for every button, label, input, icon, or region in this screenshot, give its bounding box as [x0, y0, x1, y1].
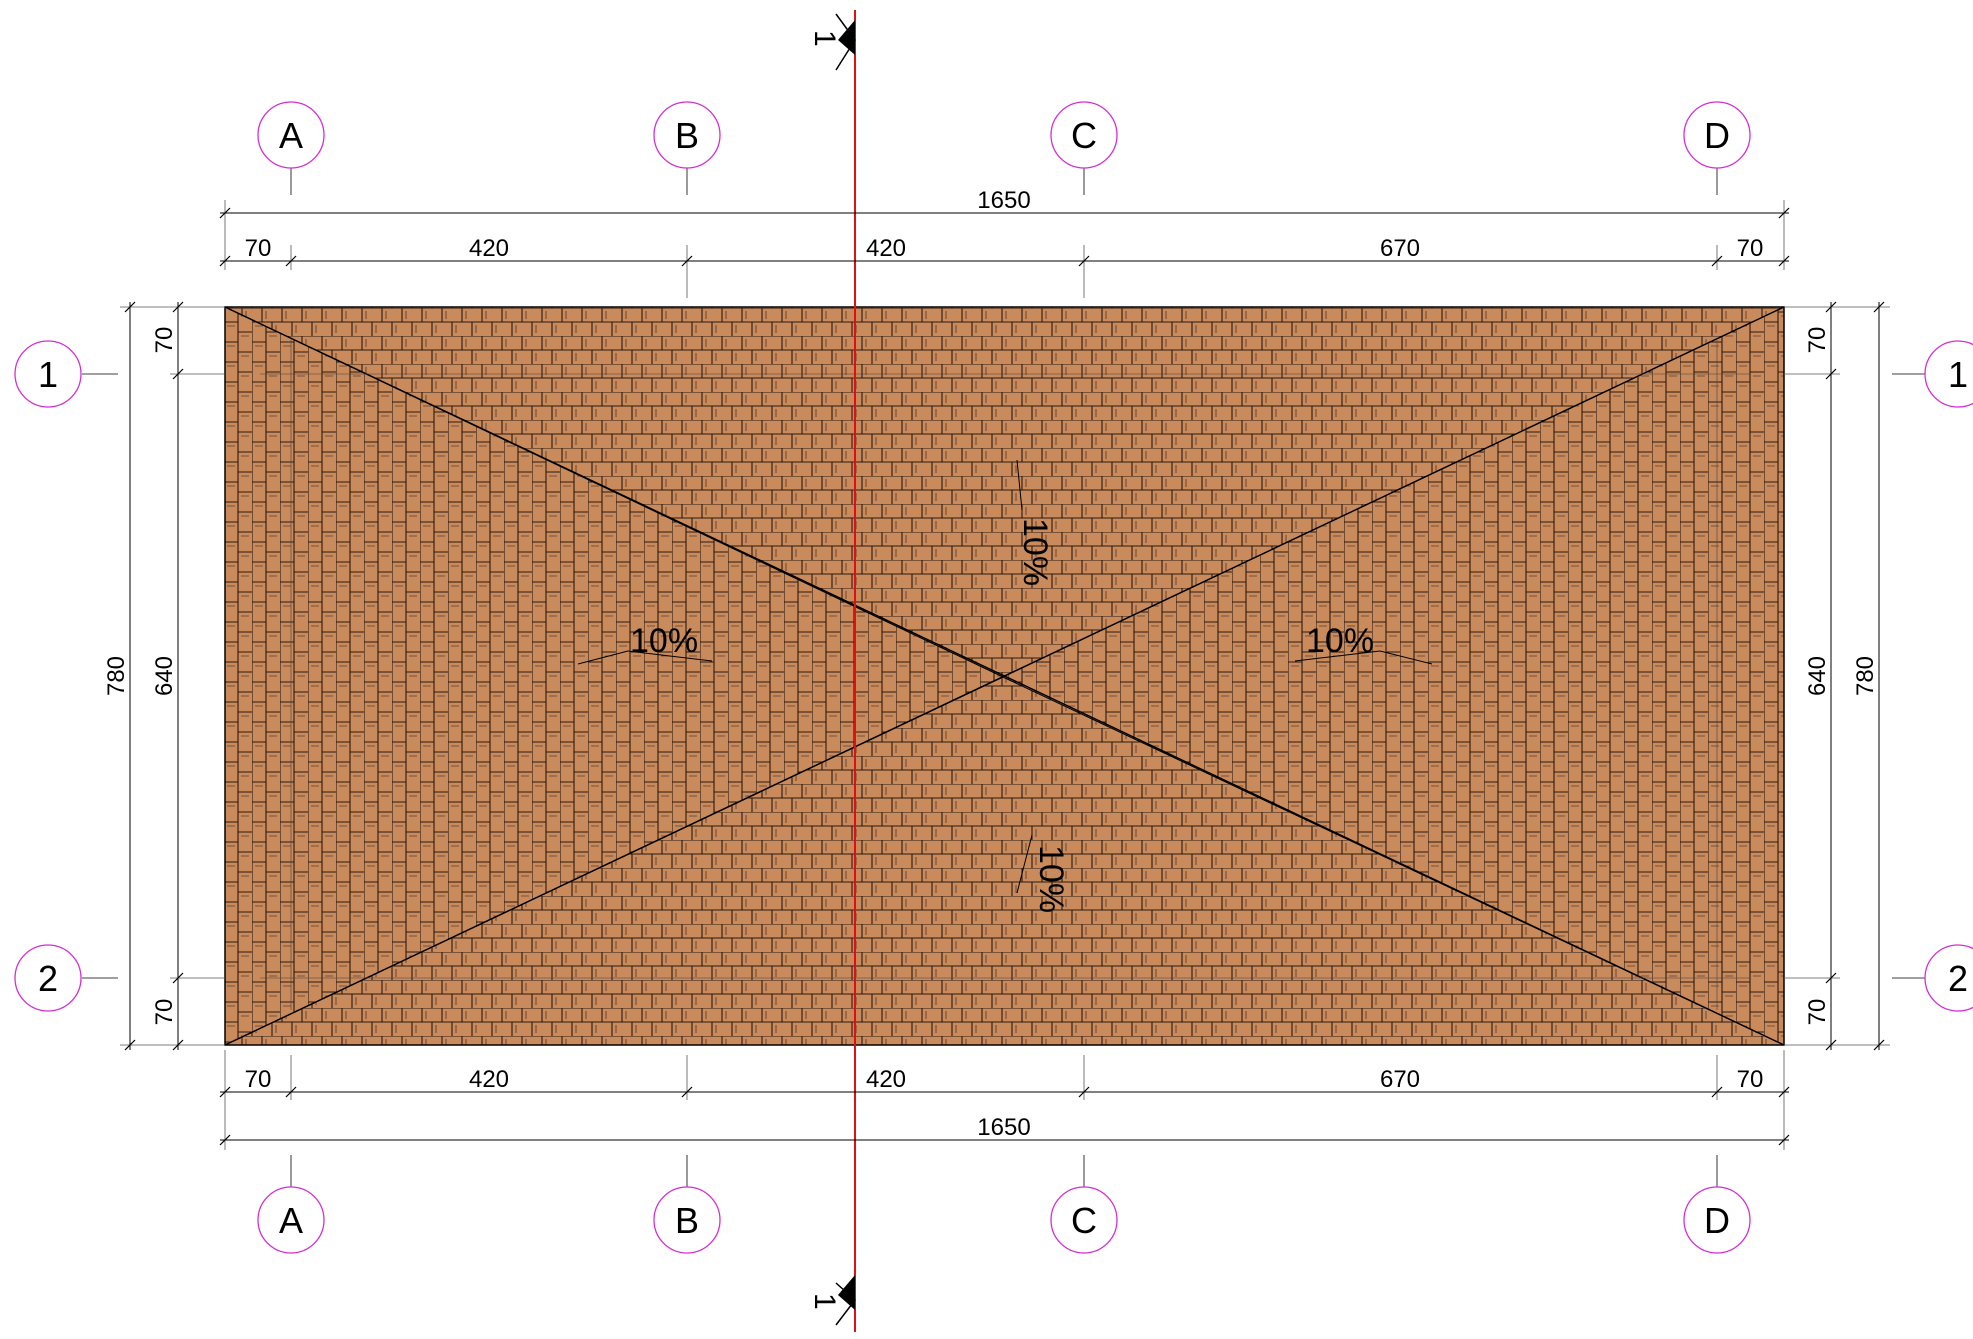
- grid-label: C: [1071, 115, 1097, 156]
- dim-segment: 70: [1737, 235, 1764, 262]
- dim-overall-depth-left: 780: [103, 656, 130, 696]
- dim-tick: [1711, 1086, 1723, 1098]
- dim-tick: [1825, 972, 1837, 984]
- dim-segment: 670: [1380, 235, 1420, 262]
- grid-bubble: [14, 944, 82, 1012]
- grid-label: A: [279, 1200, 303, 1241]
- dim-segment: 640: [151, 656, 178, 696]
- section-line: 1 1: [808, 10, 856, 1332]
- dim-ticks: [124, 207, 1885, 1146]
- hip-line: [224, 306, 1785, 1046]
- dim-segment: 70: [1804, 327, 1831, 354]
- dim-segment: 70: [1804, 999, 1831, 1026]
- dim-segment: 420: [469, 235, 509, 262]
- slope-label-west: 10%: [630, 622, 698, 660]
- dim-tick: [1778, 1086, 1790, 1098]
- dim-overall-depth-right: 780: [1852, 656, 1879, 696]
- right-dimensions: 70 640 70 780: [1784, 302, 1890, 1050]
- grid-rows-right: 1 2: [1892, 340, 1973, 1012]
- dim-segment: 70: [151, 999, 178, 1026]
- dim-segment: 420: [866, 1066, 906, 1093]
- grid-columns-top: A B C D: [257, 101, 1751, 195]
- section-mark-top: 1: [808, 30, 841, 47]
- grid-bubble: [653, 101, 721, 169]
- inner-grid-marks: [260, 340, 1750, 1010]
- bottom-dimensions: 70 420 420 670 70 1650: [220, 1050, 1789, 1150]
- dim-segment: 670: [1380, 1066, 1420, 1093]
- dim-tick: [124, 1039, 136, 1051]
- dim-tick: [219, 1134, 231, 1146]
- dim-tick: [172, 1039, 184, 1051]
- grid-bubble: [257, 1186, 325, 1254]
- dim-tick: [124, 301, 136, 313]
- grid-rows-left: 1 2: [14, 340, 118, 1012]
- dim-tick: [1078, 1086, 1090, 1098]
- dim-tick: [285, 255, 297, 267]
- dim-segment: 420: [866, 235, 906, 262]
- dim-segment: 640: [1804, 656, 1831, 696]
- grid-label: 2: [38, 958, 58, 999]
- grid-label: 2: [1948, 958, 1968, 999]
- dim-segment: 70: [245, 235, 272, 262]
- dim-tick: [285, 1086, 297, 1098]
- grid-bubble: [1924, 944, 1973, 1012]
- grid-label: 1: [38, 354, 58, 395]
- top-dimensions: 1650 70 420 420 670 70: [220, 187, 1789, 298]
- roof-outline: [224, 306, 1785, 1046]
- grid-bubble: [1683, 1186, 1751, 1254]
- dim-tick: [1711, 255, 1723, 267]
- grid-bubble: [653, 1186, 721, 1254]
- dim-segment: 420: [469, 1066, 509, 1093]
- grid-columns-bottom: A B C D: [257, 1155, 1751, 1254]
- grid-bubble: [1050, 101, 1118, 169]
- dim-tick: [172, 301, 184, 313]
- dim-tick: [1825, 301, 1837, 313]
- dim-segment: 70: [245, 1066, 272, 1093]
- section-mark-bottom: 1: [808, 1293, 841, 1310]
- grid-label: B: [675, 1200, 699, 1241]
- dim-tick: [1778, 207, 1790, 219]
- dim-tick: [681, 255, 693, 267]
- grid-label: A: [279, 115, 303, 156]
- slope-label-south: 10%: [1032, 845, 1070, 913]
- dim-tick: [1873, 1039, 1885, 1051]
- dim-segment: 70: [151, 327, 178, 354]
- roof: [224, 306, 1785, 1046]
- dim-overall-width-bottom: 1650: [977, 1114, 1030, 1141]
- left-dimensions: 780 70 640 70: [103, 302, 225, 1050]
- dim-tick: [172, 972, 184, 984]
- dim-tick: [219, 1086, 231, 1098]
- slope-label-east: 10%: [1306, 622, 1374, 660]
- slope-label-north: 10%: [1016, 518, 1054, 586]
- grid-label: D: [1704, 1200, 1730, 1241]
- grid-label: C: [1071, 1200, 1097, 1241]
- grid-bubble: [257, 101, 325, 169]
- dim-tick: [1078, 255, 1090, 267]
- dim-tick: [1778, 1134, 1790, 1146]
- dim-segment: 70: [1737, 1066, 1764, 1093]
- grid-bubble: [1924, 340, 1973, 408]
- grid-label: 1: [1948, 354, 1968, 395]
- dim-tick: [1778, 255, 1790, 267]
- dim-tick: [681, 1086, 693, 1098]
- grid-bubble: [1683, 101, 1751, 169]
- grid-bubble: [14, 340, 82, 408]
- dim-tick: [219, 255, 231, 267]
- dim-tick: [1825, 1039, 1837, 1051]
- slope-annotations: 10% 10% 10% 10%: [577, 459, 1433, 913]
- dim-overall-width-top: 1650: [977, 187, 1030, 214]
- dim-tick: [1873, 301, 1885, 313]
- dim-tick: [1825, 368, 1837, 380]
- dim-tick: [172, 368, 184, 380]
- grid-bubble: [1050, 1186, 1118, 1254]
- grid-label: B: [675, 115, 699, 156]
- grid-label: D: [1704, 115, 1730, 156]
- dim-tick: [219, 207, 231, 219]
